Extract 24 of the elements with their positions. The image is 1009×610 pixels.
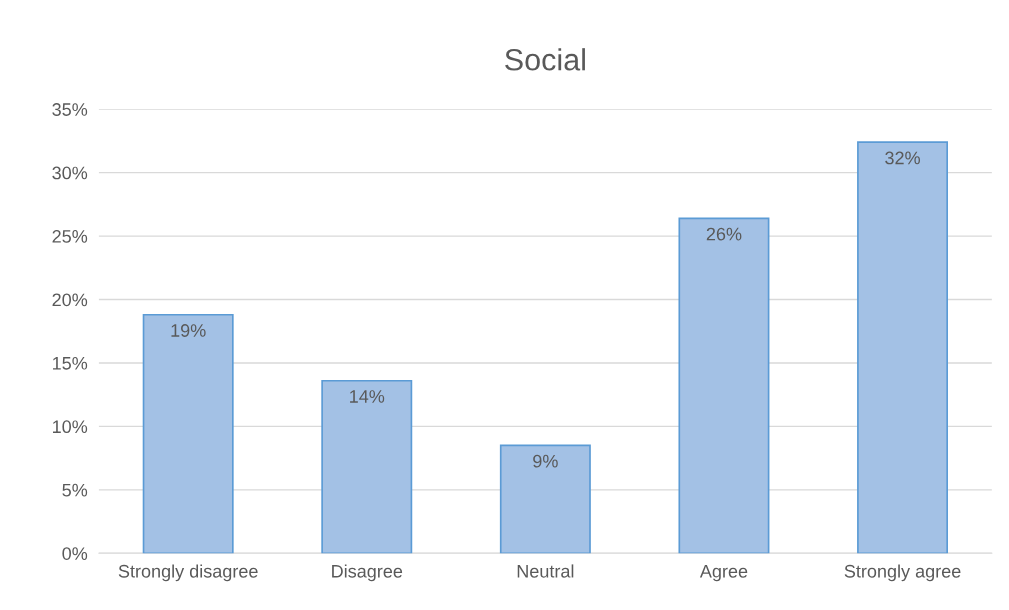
y-tick-label: 15%	[53, 356, 88, 370]
data-label: 26%	[706, 227, 742, 241]
x-tick-label: Agree	[699, 565, 748, 582]
chart-title: Social	[505, 48, 585, 71]
bar	[321, 379, 413, 554]
y-tick-label: 30%	[52, 166, 88, 180]
data-label: 9%	[533, 454, 558, 468]
bar	[142, 313, 234, 554]
data-label: 32%	[885, 151, 920, 165]
y-tick-label: 10%	[53, 420, 88, 434]
y-tick-label: 35%	[52, 103, 88, 116]
x-tick-label: Disagree	[332, 564, 403, 582]
x-tick-label: Strongly agree	[844, 564, 961, 582]
y-tick-label: 20%	[52, 293, 88, 307]
bar	[499, 444, 591, 554]
bar	[678, 217, 770, 554]
y-tick-label: 25%	[52, 230, 88, 243]
data-label: 19%	[171, 324, 206, 337]
x-tick-label: Neutral	[517, 564, 574, 578]
y-tick-label: 5%	[62, 483, 88, 497]
x-tick-label: Strongly disagree	[118, 564, 258, 582]
data-label: 14%	[350, 390, 385, 403]
bar	[857, 141, 949, 554]
y-tick-label: 0%	[62, 547, 88, 560]
